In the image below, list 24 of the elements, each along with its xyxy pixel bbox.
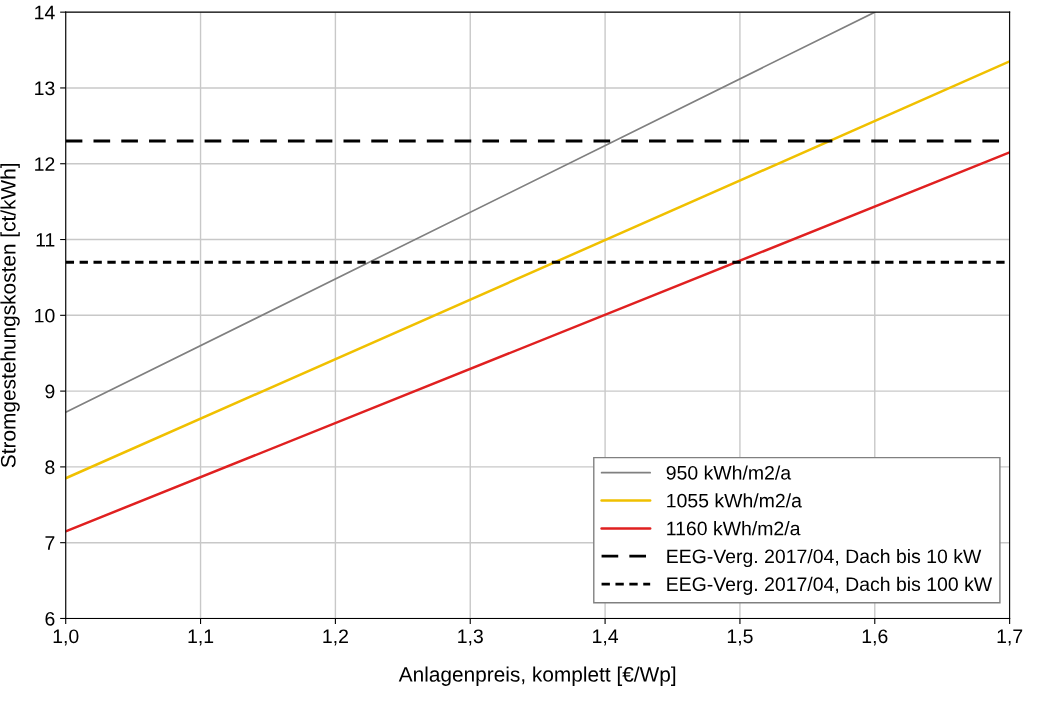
x-tick-label: 1,2 [323,629,348,646]
y-tick-label: 9 [45,384,55,399]
y-tick-label: 6 [45,611,55,626]
x-tick-label: 1,5 [727,629,753,646]
x-tick-label: 1,6 [862,629,888,646]
x-tick-label: 1,3 [458,629,483,646]
legend-label: EEG-Verg. 2017/04, Dach bis 10 kW [667,548,982,568]
y-tick-label: 7 [45,536,55,550]
x-tick-label: 1,0 [53,629,79,646]
legend-label: 950 kWh/m2/a [666,465,792,480]
legend-label: 1055 kWh/m2/a [667,493,802,508]
y-tick-label: 8 [45,460,55,475]
legend-label: EEG-Verg. 2017/04, Dach bis 100 kW [667,576,993,595]
y-tick-label: 14 [35,5,55,20]
y-tick-label: 10 [35,308,55,323]
x-tick-label: 1,4 [593,629,619,646]
legend-label: 1160 kWh/m2/a [667,521,801,536]
x-axis-title: Anlagenpreis, komplett [€/Wp] [398,666,676,686]
y-axis-title: Stromgestehungskosten [ct/kWh] [0,163,20,468]
y-tick-label: 12 [35,157,55,171]
y-tick-label: 13 [35,81,55,96]
y-tick-label: 11 [36,233,55,247]
x-tick-label: 1,7 [997,629,1023,646]
x-tick-label: 1,1 [188,629,214,646]
